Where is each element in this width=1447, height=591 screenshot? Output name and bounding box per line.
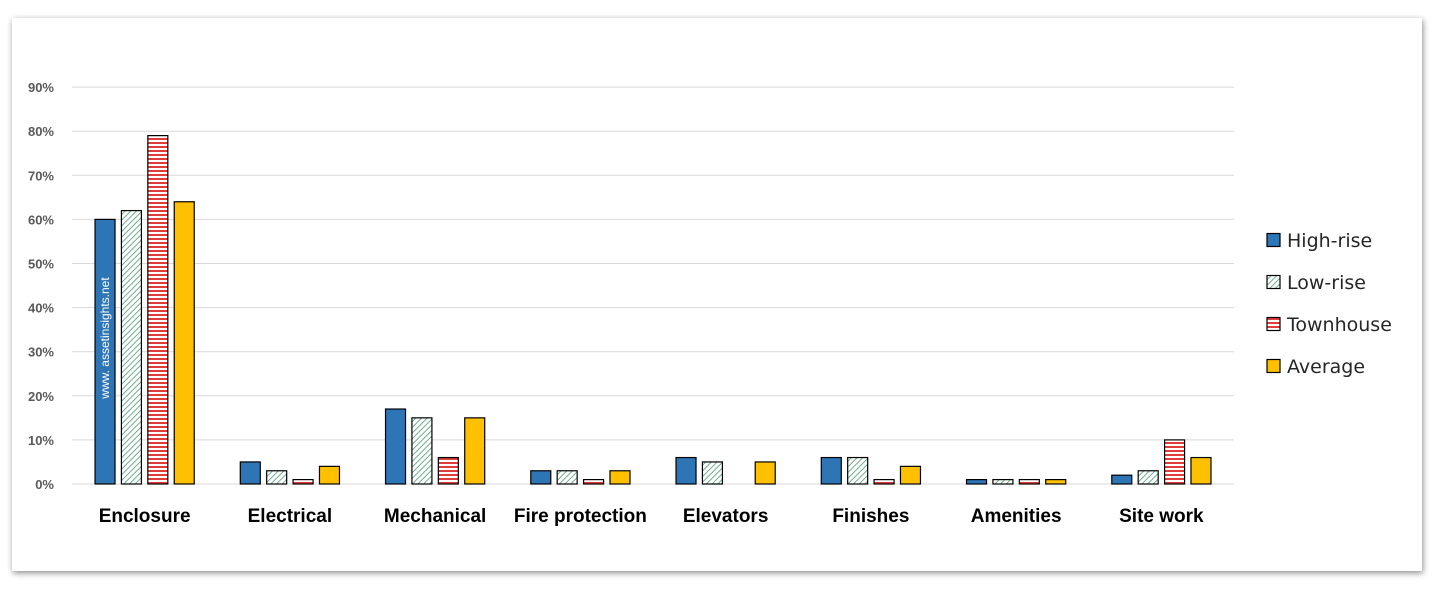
legend-swatch-high-rise bbox=[1266, 232, 1281, 248]
bar-high-rise-elevators bbox=[675, 456, 697, 485]
y-tick-label: 30% bbox=[28, 345, 54, 360]
x-category-label: Enclosure bbox=[99, 506, 191, 527]
bar-average-elevators bbox=[754, 461, 776, 485]
bar-townhouse-enclosure bbox=[147, 135, 169, 485]
bar-average-amenities bbox=[1045, 478, 1067, 485]
bar-high-rise-fire-protection bbox=[530, 470, 552, 485]
x-category-label: Elevators bbox=[683, 506, 769, 527]
x-axis-categories: Enclosure Electrical Mechanical Fire protec… bbox=[99, 506, 1204, 527]
bar-low-rise-mechanical bbox=[411, 417, 433, 485]
legend-swatch-townhouse bbox=[1266, 316, 1281, 332]
watermark-text: www. assetinsights.net bbox=[98, 277, 112, 400]
bar-average-finishes bbox=[899, 465, 922, 485]
legend-swatch-average bbox=[1266, 358, 1281, 374]
y-tick-label: 50% bbox=[28, 257, 54, 272]
legend-swatch-low-rise bbox=[1266, 274, 1281, 290]
bar-high-rise-electrical bbox=[239, 461, 261, 485]
x-category-label: Fire protection bbox=[514, 506, 647, 527]
legend-label-average: Average bbox=[1287, 356, 1365, 378]
bar-townhouse-fire-protection bbox=[582, 478, 605, 485]
bar-low-rise-fire-protection bbox=[556, 470, 578, 485]
bar-low-rise-elevators bbox=[701, 461, 724, 485]
x-category-label: Finishes bbox=[832, 506, 909, 527]
bar-high-rise-mechanical bbox=[384, 408, 407, 485]
bar-average-electrical bbox=[318, 465, 341, 485]
bar-average-enclosure bbox=[173, 201, 195, 485]
bar-low-rise-electrical bbox=[266, 470, 288, 485]
bar-townhouse-amenities bbox=[1018, 478, 1040, 485]
bar-townhouse-mechanical bbox=[437, 456, 459, 485]
bar-townhouse-site-work bbox=[1163, 439, 1186, 485]
y-tick-label: 60% bbox=[28, 212, 54, 227]
x-category-label: Electrical bbox=[248, 506, 333, 527]
x-category-label: Site work bbox=[1119, 506, 1204, 527]
bar-low-rise-finishes bbox=[847, 456, 869, 485]
bar-average-fire-protection bbox=[609, 470, 631, 485]
gridlines bbox=[72, 86, 1234, 485]
bars bbox=[94, 135, 1212, 485]
y-tick-label: 90% bbox=[28, 80, 54, 95]
bar-average-mechanical bbox=[464, 417, 486, 485]
bar-high-rise-finishes bbox=[820, 456, 842, 485]
bar-high-rise-amenities bbox=[965, 478, 988, 485]
bar-high-rise-enclosure bbox=[94, 218, 116, 485]
y-tick-label: 20% bbox=[28, 389, 54, 404]
bar-low-rise-site-work bbox=[1137, 470, 1159, 485]
y-tick-label: 40% bbox=[28, 301, 54, 316]
y-axis-ticks: 0% 10% 20% 30% 40% 50% 60% 70% 80% 90% bbox=[28, 80, 54, 492]
bar-average-site-work bbox=[1190, 456, 1212, 485]
y-tick-label: 0% bbox=[35, 477, 54, 492]
y-tick-label: 10% bbox=[28, 433, 54, 448]
bar-low-rise-enclosure bbox=[120, 209, 143, 485]
chart-card: 0% 10% 20% 30% 40% 50% 60% 70% 80% 90% Enclosure E… bbox=[12, 18, 1422, 571]
bar-high-rise-site-work bbox=[1111, 474, 1133, 485]
bar-low-rise-amenities bbox=[992, 478, 1014, 485]
legend-label-townhouse: Townhouse bbox=[1286, 314, 1392, 336]
legend-label-low-rise: Low-rise bbox=[1287, 272, 1366, 294]
y-tick-label: 80% bbox=[28, 124, 54, 139]
x-category-label: Mechanical bbox=[384, 506, 486, 527]
x-category-label: Amenities bbox=[971, 506, 1062, 527]
bar-townhouse-electrical bbox=[292, 478, 314, 485]
bar-townhouse-finishes bbox=[873, 478, 895, 485]
legend: High-rise Low-rise Townhouse Average bbox=[1266, 230, 1392, 378]
bar-chart: 0%10%20%30%40%50%60%70%80%90% Enclosure E… bbox=[28, 80, 1392, 527]
legend-label-high-rise: High-rise bbox=[1287, 230, 1372, 252]
y-tick-label: 70% bbox=[28, 168, 54, 183]
